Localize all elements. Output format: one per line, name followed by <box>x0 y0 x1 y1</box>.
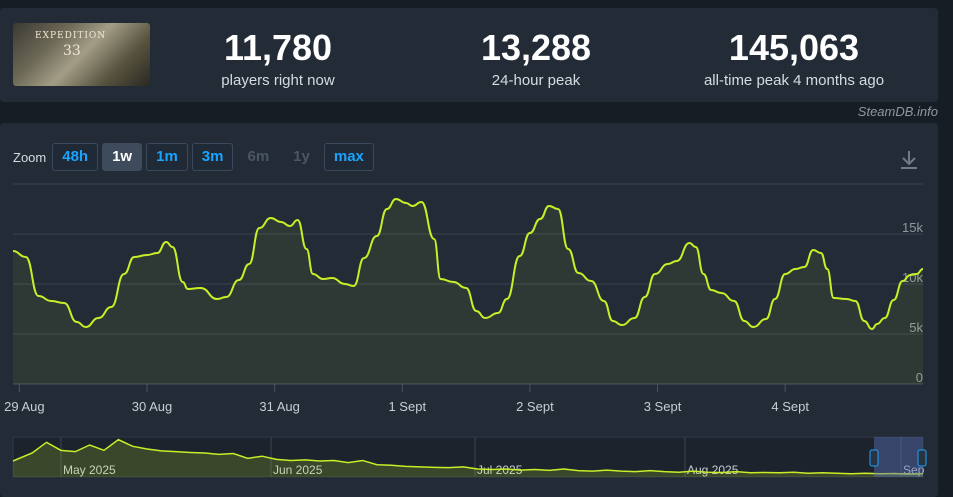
x-tick-label: 3 Sept <box>644 399 682 414</box>
navigator-area <box>13 439 923 477</box>
navigator-tick-label: Aug 2025 <box>687 463 739 477</box>
zoom-label: Zoom <box>13 149 47 165</box>
game-logo-number: 33 <box>63 43 81 59</box>
navigator-selection[interactable] <box>874 437 923 477</box>
stat-label: all-time peak 4 months ago <box>703 72 885 89</box>
navigator-line <box>12 438 924 475</box>
navigator-tick-label: Jun 2025 <box>273 463 323 477</box>
header-card: EXPEDITION 33 11,780 players right now 1… <box>0 8 938 102</box>
stat-label: 24-hour peak <box>491 72 581 89</box>
chart-card <box>0 123 938 497</box>
x-tick-label: 4 Sept <box>771 399 809 414</box>
x-tick-label: 31 Aug <box>259 399 300 414</box>
x-tick-label: 1 Sept <box>388 399 426 414</box>
y-tick-label: 0 <box>916 370 923 385</box>
zoom-6m-button: 6m <box>247 148 270 165</box>
stat-value: 145,063 <box>728 27 860 68</box>
navigator-left-handle[interactable] <box>869 449 879 467</box>
zoom-1m-button[interactable]: 1m <box>146 143 188 171</box>
stat-current-players: 11,780 players right now <box>168 27 388 90</box>
zoom-max-button[interactable]: max <box>323 143 374 171</box>
navigator-right-handle[interactable] <box>917 449 927 467</box>
stat-all-time-peak: 145,063 all-time peak 4 months ago <box>684 27 904 90</box>
stat-label: players right now <box>221 72 335 89</box>
stat-value: 11,780 <box>223 27 333 68</box>
game-thumbnail[interactable]: EXPEDITION 33 <box>13 23 150 86</box>
game-logo-title: EXPEDITION <box>35 31 107 41</box>
stat-value: 13,288 <box>480 27 592 68</box>
series-line[interactable] <box>12 197 924 331</box>
x-tick-label: 29 Aug <box>4 399 45 414</box>
navigator-background <box>12 436 924 478</box>
zoom-48h-button[interactable]: 48h <box>52 143 99 171</box>
zoom-controls: Zoom 48h 1w 1m 3m 6m 1y max <box>13 143 378 171</box>
stat-24h-peak: 13,288 24-hour peak <box>426 27 646 90</box>
navigator-tick-label: May 2025 <box>63 463 116 477</box>
zoom-1w-button[interactable]: 1w <box>102 143 143 171</box>
download-icon[interactable] <box>898 149 920 171</box>
zoom-3m-button[interactable]: 3m <box>191 143 234 171</box>
steamdb-watermark[interactable]: SteamDB.info <box>857 104 938 119</box>
zoom-1y-button: 1y <box>293 148 310 165</box>
y-tick-label: 5k <box>909 320 923 335</box>
x-tick-label: 2 Sept <box>516 399 554 414</box>
y-tick-label: 15k <box>902 220 923 235</box>
x-tick-label: 30 Aug <box>132 399 173 414</box>
navigator-tick-label: Jul 2025 <box>477 463 523 477</box>
